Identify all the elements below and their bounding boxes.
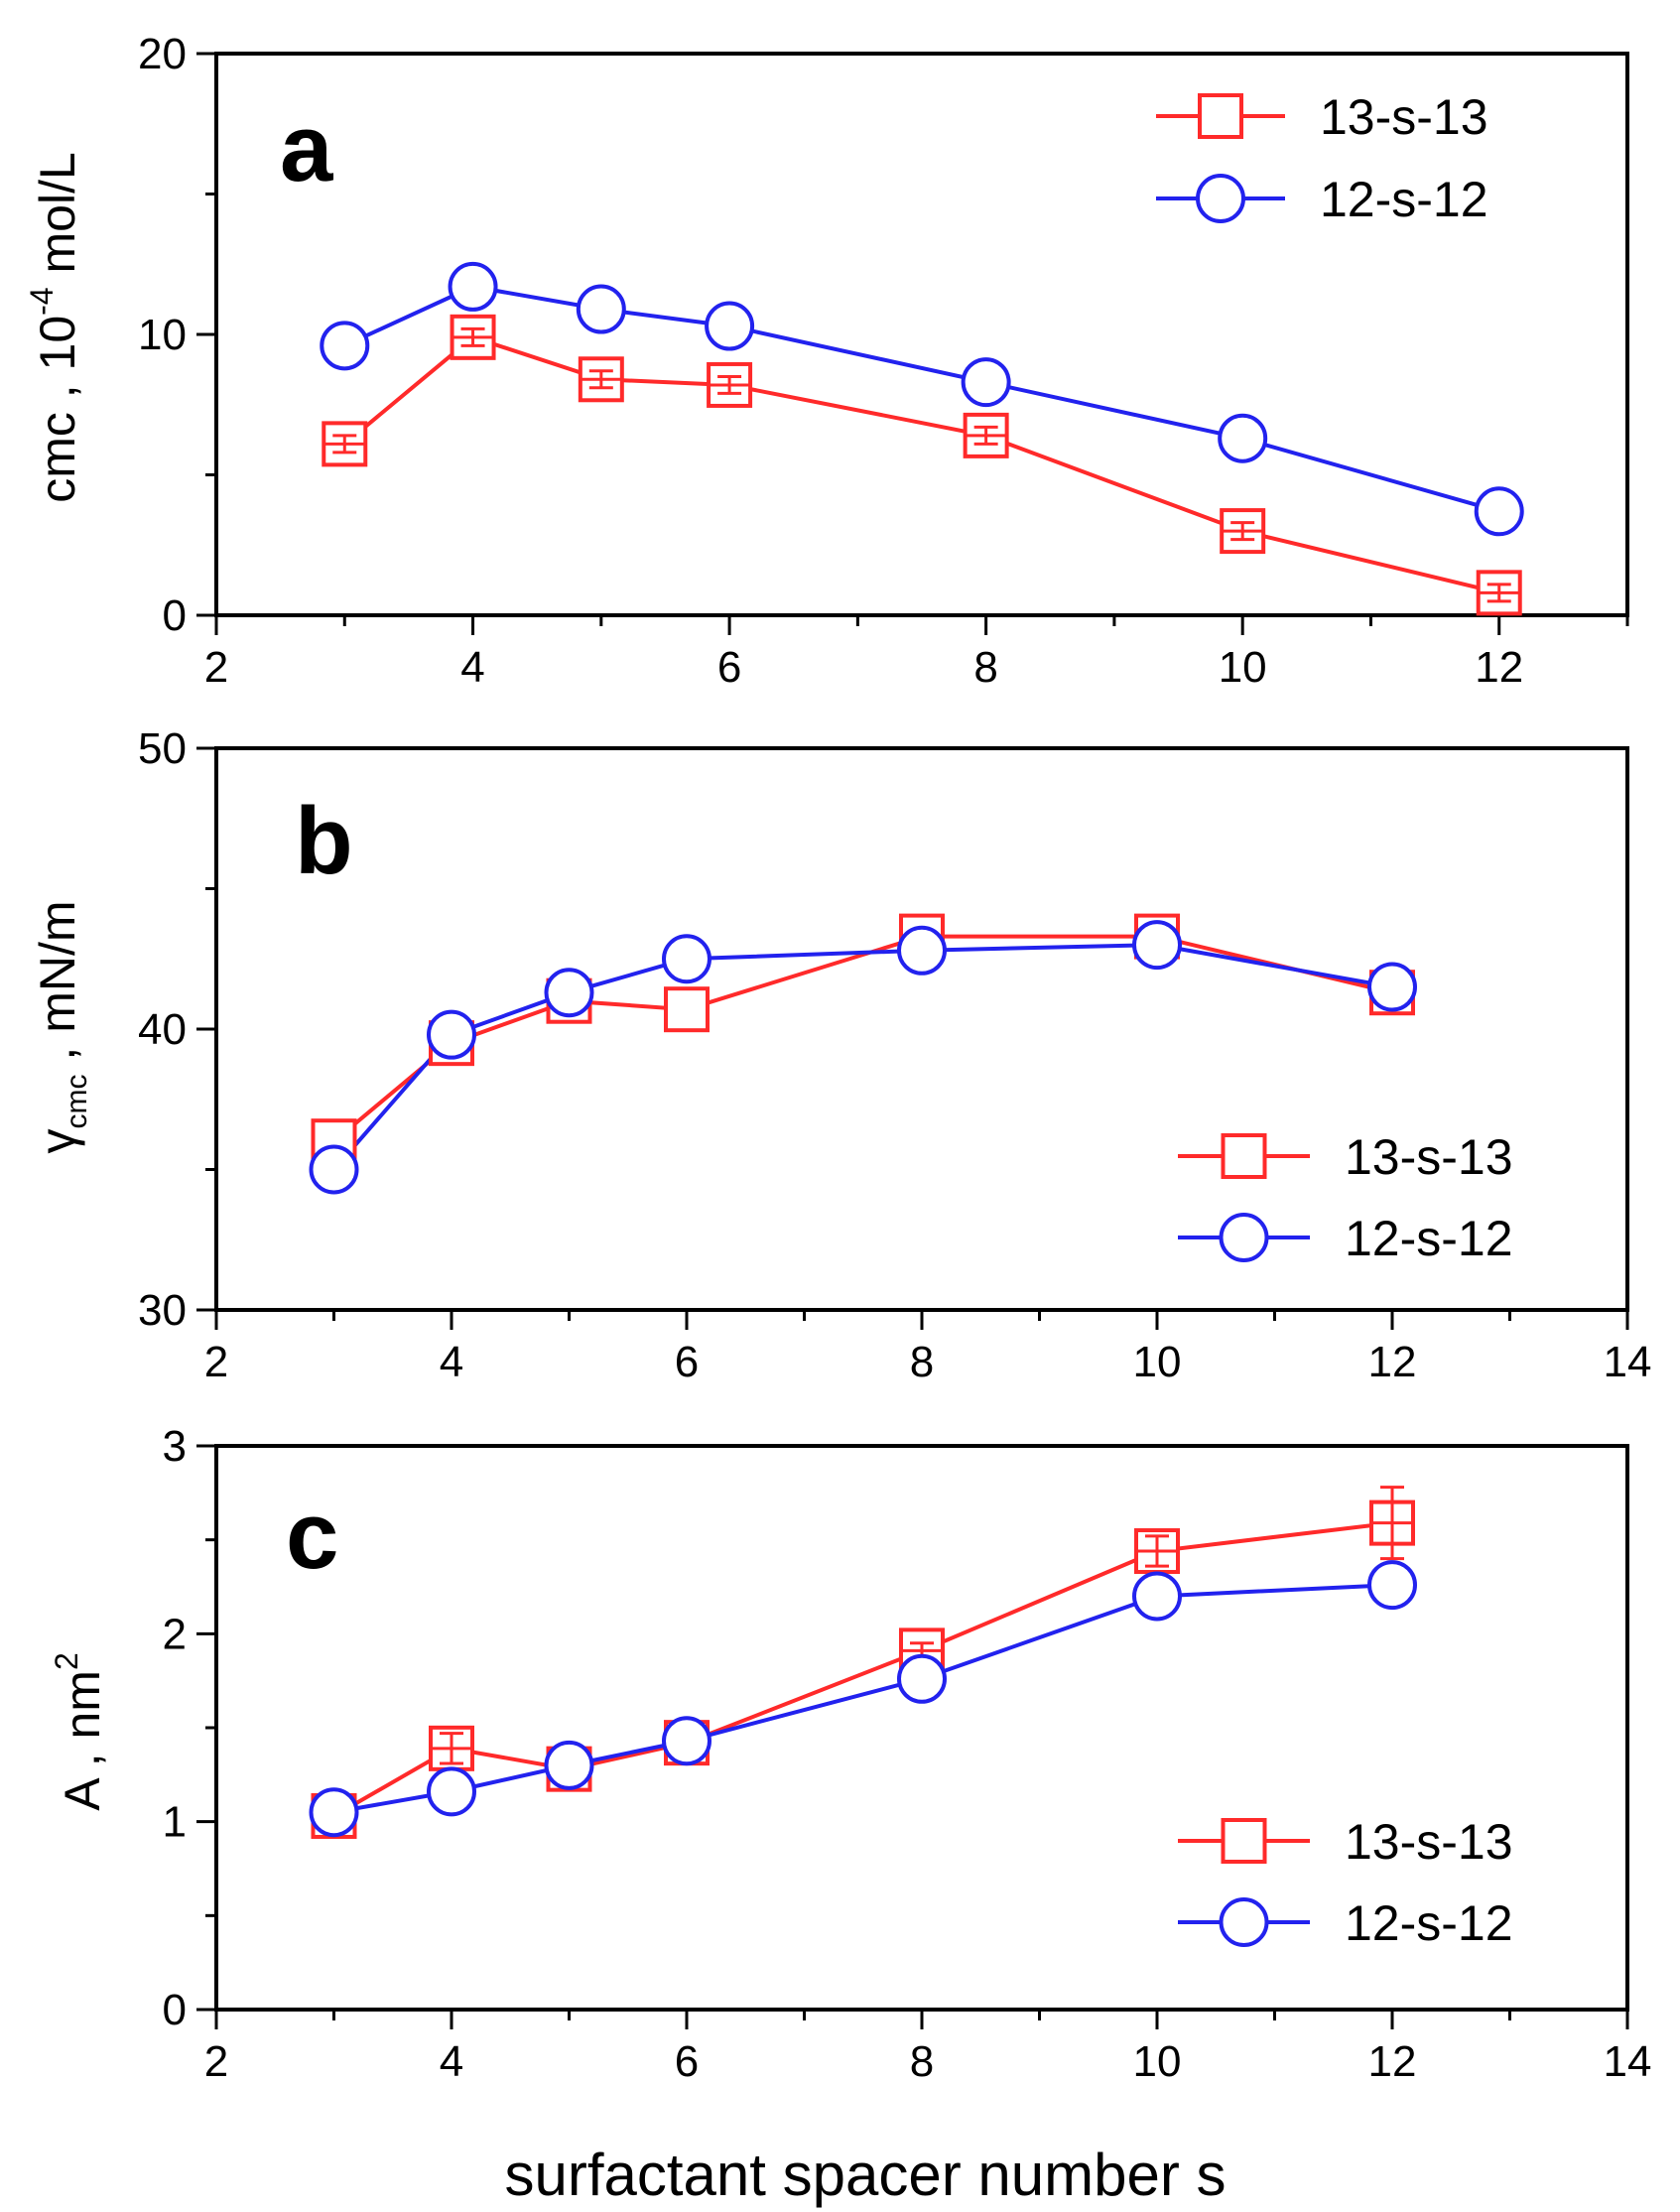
panel-b-x-tick-label: 2 [204, 1338, 228, 1386]
panel-b-ylabel: γcmc , mN/m [30, 901, 93, 1154]
panel-b-point-12-s-12 [544, 968, 594, 1018]
x-axis-title: surfactant spacer number s [504, 2142, 1226, 2208]
panel-a-point-12-s-12 [320, 321, 370, 371]
panel-a-point-12-s-12 [961, 357, 1011, 408]
panel-c-legend-label-12-s-12: 12-s-12 [1345, 1895, 1513, 1951]
panel-a-legend-marker-12-s-12 [1196, 174, 1245, 223]
panel-a-x-tick-label: 2 [204, 643, 228, 692]
panel-c-point-12-s-12 [897, 1653, 947, 1704]
panel-a-legend-marker-13-s-13 [1198, 93, 1243, 139]
panel-c-y-tick-label: 1 [163, 1798, 187, 1847]
panel-c-x-tick-label: 6 [675, 2037, 699, 2086]
panel-a-y-tick-label: 0 [163, 591, 187, 640]
panel-a-legend-label-12-s-12: 12-s-12 [1320, 172, 1488, 227]
panel-a-x-tick-label: 4 [460, 643, 484, 692]
panel-c-point-12-s-12 [1367, 1560, 1417, 1611]
panel-a-y-tick-label: 10 [138, 311, 187, 359]
panel-b-point-12-s-12 [309, 1144, 359, 1195]
panel-c-y-tick-label: 2 [163, 1610, 187, 1658]
panel-c-point-12-s-12 [309, 1787, 359, 1838]
panel-b-letter: b [295, 788, 353, 894]
panel-a-y-tick-label: 20 [138, 30, 187, 78]
panel-b-y-tick-label: 40 [138, 1005, 187, 1054]
panel-c-legend-label-13-s-13: 13-s-13 [1345, 1814, 1513, 1870]
panel-c-ylabel: A , nm2 [49, 1652, 110, 1811]
panel-a-point-12-s-12 [448, 261, 498, 312]
panel-a-x-tick-label: 10 [1219, 643, 1267, 692]
panel-c-point-12-s-12 [662, 1716, 711, 1766]
panel-b: b γcmc , mN/m 2 4 6 8 10 12 14 30 40 50 13-s-13 12-… [30, 724, 1651, 1386]
panel-c-legend-marker-13-s-13 [1221, 1818, 1267, 1864]
panel-a-point-12-s-12 [576, 284, 626, 334]
panel-c-x-tick-label: 14 [1604, 2037, 1652, 2086]
panel-b-point-13-s-13 [664, 986, 710, 1033]
panel-a-point-12-s-12 [1218, 413, 1268, 463]
panel-b-x-tick-label: 10 [1133, 1338, 1182, 1386]
panel-a-letter: a [280, 95, 333, 201]
panel-c-letter: c [286, 1483, 338, 1589]
panel-a-legend-label-13-s-13: 13-s-13 [1320, 89, 1488, 145]
panel-c-x-tick-label: 8 [910, 2037, 934, 2086]
panel-c-x-tick-label: 10 [1133, 2037, 1182, 2086]
panel-b-legend-marker-13-s-13 [1221, 1133, 1267, 1179]
panel-b-legend-marker-12-s-12 [1219, 1213, 1269, 1262]
panel-b-x-tick-label: 6 [675, 1338, 699, 1386]
panel-a-point-12-s-12 [705, 301, 755, 351]
panel-b-point-12-s-12 [1367, 962, 1417, 1012]
panel-a-point-12-s-12 [1474, 486, 1524, 537]
panel-a-x-tick-label: 8 [973, 643, 997, 692]
panel-a-x-tick-label: 12 [1475, 643, 1523, 692]
panel-c-x-tick-label: 12 [1368, 2037, 1417, 2086]
panel-a-ylabel: cmc , 10-4 mol/L [24, 152, 85, 503]
panel-b-x-tick-label: 4 [440, 1338, 463, 1386]
panel-b-legend-label-13-s-13: 13-s-13 [1345, 1129, 1513, 1185]
panel-b-y-tick-label: 50 [138, 724, 187, 773]
panel-c-legend-marker-12-s-12 [1219, 1897, 1269, 1947]
panel-b-point-12-s-12 [897, 925, 947, 976]
panel-c-point-12-s-12 [1132, 1571, 1182, 1622]
panel-b-x-tick-label: 14 [1604, 1338, 1652, 1386]
panel-a: a cmc , 10-4 mol/L 2 4 6 8 10 12 0 10 20 13-s-13 1… [24, 30, 1629, 692]
panel-c-point-12-s-12 [544, 1740, 594, 1790]
panel-c-x-tick-label: 4 [440, 2037, 463, 2086]
panel-b-x-tick-label: 8 [910, 1338, 934, 1386]
panel-b-point-12-s-12 [1132, 920, 1182, 971]
panel-b-legend-label-12-s-12: 12-s-12 [1345, 1211, 1513, 1266]
panel-b-y-tick-label: 30 [138, 1286, 187, 1335]
panel-b-point-12-s-12 [662, 934, 711, 984]
panel-b-x-tick-label: 12 [1368, 1338, 1417, 1386]
panel-a-x-tick-label: 6 [717, 643, 741, 692]
panel-c-y-tick-label: 3 [163, 1422, 187, 1471]
panel-c-y-tick-label: 0 [163, 1986, 187, 2034]
panel-c-x-tick-label: 2 [204, 2037, 228, 2086]
panel-c-point-12-s-12 [427, 1766, 476, 1817]
panel-b-point-12-s-12 [427, 1009, 476, 1060]
